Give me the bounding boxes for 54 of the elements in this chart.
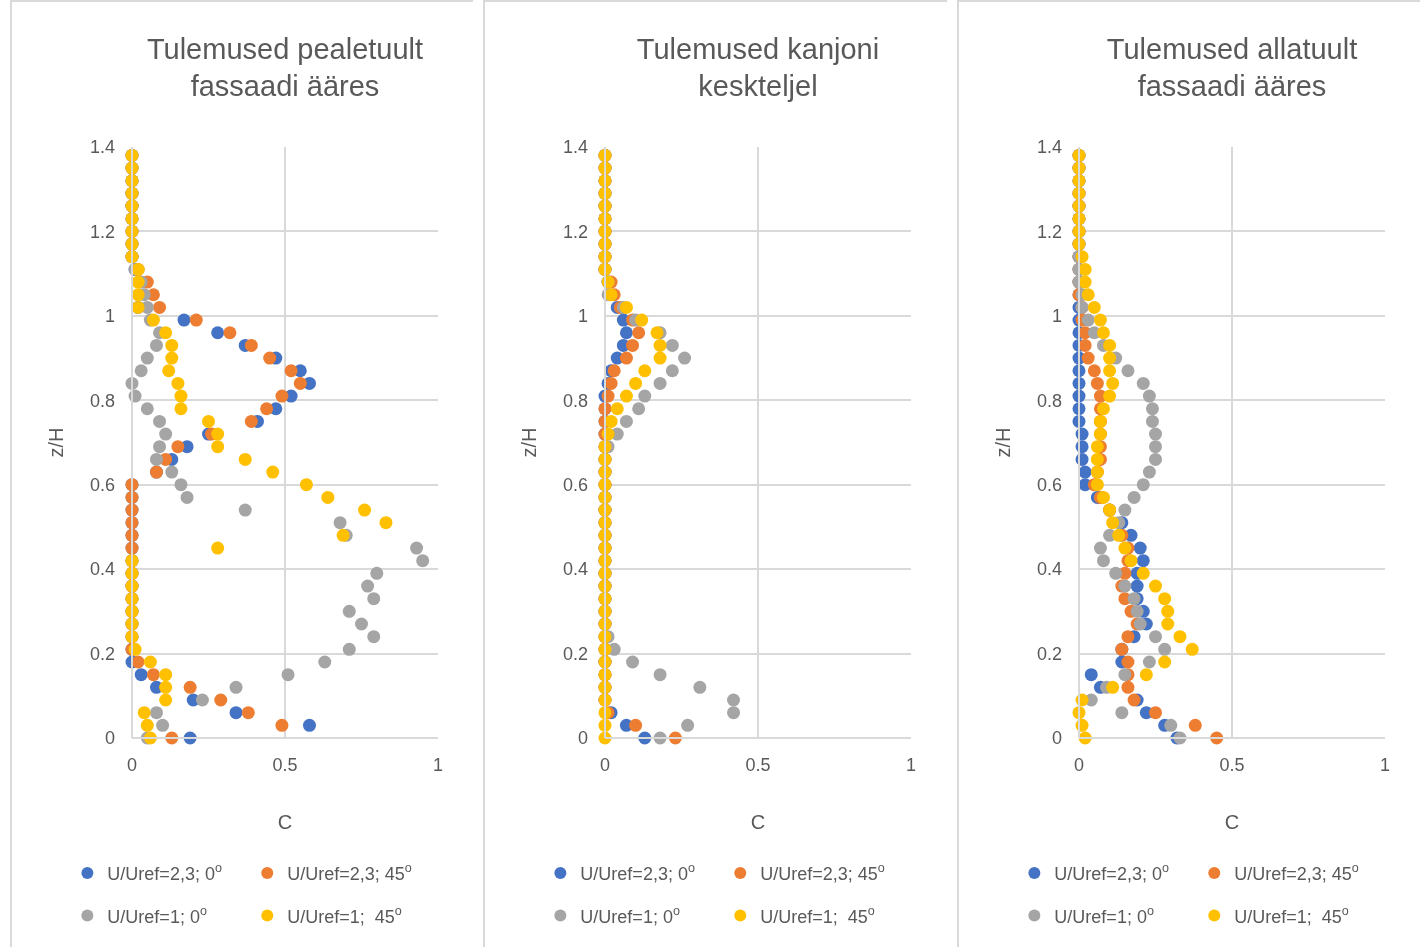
y-axis-title: z/H [45, 427, 68, 458]
y-tick-label: 0.8 [89, 390, 115, 411]
legend-label: U/Uref=1; 45$^{o}$ [1233, 903, 1349, 927]
x-tick-label: 1 [906, 755, 917, 775]
y-tick-label: 1.2 [563, 221, 589, 242]
legend-label: U/Uref=1; 45$^{o}$ [760, 903, 876, 927]
x-tick-label: 1 [432, 755, 444, 775]
legend-label: U/Uref=2,3; 0$^{o}$ [580, 861, 696, 885]
y-tick-label: 0.2 [563, 643, 589, 664]
y-axis-title: z/H [992, 427, 1015, 458]
y-tick-label: 1 [1051, 306, 1062, 327]
chart-title: Tulemused kanjoni keskteljel [637, 32, 880, 103]
x-tick-label: 1 [1379, 755, 1390, 775]
y-tick-label: 0.6 [1036, 475, 1062, 496]
legend-label: U/Uref=2,3; 45$^{o}$ [1233, 861, 1359, 885]
legend-label: U/Uref=2,3; 45$^{o}$ [287, 861, 412, 885]
y-tick-label: 1.4 [89, 137, 115, 158]
legend-label: U/Uref=2,3; 0$^{o}$ [107, 861, 222, 885]
legend-label: U/Uref=2,3; 0$^{o}$ [1054, 861, 1169, 885]
legend-label: U/Uref=1; 0$^{o}$ [107, 903, 207, 927]
y-tick-label: 0.4 [563, 559, 589, 580]
y-tick-label: 1.4 [563, 137, 589, 158]
y-tick-label: 1.2 [1036, 221, 1062, 242]
x-tick-label: 0.5 [1219, 755, 1245, 775]
y-tick-label: 0.2 [1036, 643, 1062, 664]
y-tick-label: 0.6 [89, 475, 115, 496]
y-tick-label: 0 [1051, 728, 1062, 749]
y-tick-label: 1 [578, 306, 589, 327]
legend-label: U/Uref=1; 45$^{o}$ [287, 903, 402, 927]
x-axis-title: C [1224, 810, 1239, 833]
x-tick-label: 0.5 [272, 755, 298, 775]
y-tick-label: 0.8 [563, 390, 589, 411]
x-tick-label: 0 [1073, 755, 1084, 775]
legend-label: U/Uref=1; 0$^{o}$ [580, 903, 681, 927]
y-tick-label: 0.8 [1036, 390, 1062, 411]
y-tick-label: 1.2 [89, 221, 115, 242]
legend-label: U/Uref=1; 0$^{o}$ [1054, 903, 1154, 927]
x-tick-label: 0 [600, 755, 611, 775]
y-tick-label: 1 [104, 306, 115, 327]
y-tick-label: 0 [578, 728, 589, 749]
y-tick-label: 0.6 [563, 475, 589, 496]
y-tick-label: 0.4 [89, 559, 115, 580]
y-axis-title: z/H [518, 427, 541, 458]
x-axis-title: C [751, 810, 766, 833]
x-tick-label: 0 [126, 755, 138, 775]
y-tick-label: 1.4 [1036, 137, 1062, 158]
y-tick-label: 0.2 [89, 643, 115, 664]
legend-label: U/Uref=2,3; 45$^{o}$ [760, 861, 886, 885]
y-tick-label: 0 [104, 728, 115, 749]
chart-title: Tulemused pealetuult fassaadi ääres [146, 32, 424, 103]
chart-title: Tulemused allatuult fassaadi ääres [1106, 32, 1357, 103]
x-tick-label: 0.5 [745, 755, 771, 775]
y-tick-label: 0.4 [1036, 559, 1062, 580]
x-axis-title: C [277, 810, 293, 833]
